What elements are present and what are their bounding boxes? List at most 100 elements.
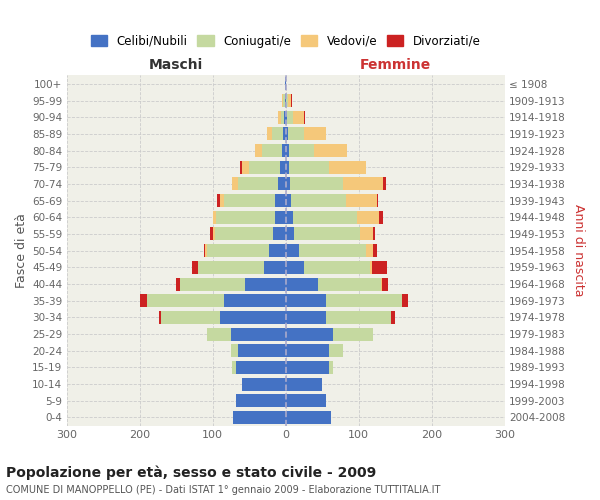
Bar bbox=[208, 328, 231, 340]
Bar bbox=[287, 110, 293, 124]
Bar bbox=[282, 94, 283, 107]
Bar bbox=[255, 144, 262, 157]
Bar bbox=[236, 361, 286, 374]
Bar bbox=[245, 278, 286, 290]
Bar bbox=[180, 278, 245, 290]
Bar bbox=[377, 194, 379, 207]
Bar bbox=[285, 78, 286, 90]
Bar bbox=[346, 194, 377, 207]
Bar bbox=[289, 160, 329, 174]
Bar bbox=[224, 294, 286, 307]
Bar bbox=[220, 194, 224, 207]
Bar bbox=[147, 294, 224, 307]
Bar bbox=[382, 278, 388, 290]
Bar bbox=[286, 378, 322, 390]
Bar bbox=[231, 328, 286, 340]
Bar bbox=[281, 110, 284, 124]
Bar bbox=[204, 244, 205, 257]
Bar bbox=[288, 94, 292, 107]
Bar bbox=[329, 344, 343, 358]
Bar bbox=[286, 394, 326, 407]
Bar bbox=[290, 178, 343, 190]
Bar bbox=[215, 228, 273, 240]
Bar bbox=[326, 311, 391, 324]
Bar bbox=[224, 194, 275, 207]
Bar bbox=[220, 311, 286, 324]
Bar bbox=[333, 328, 373, 340]
Bar bbox=[370, 261, 373, 274]
Bar bbox=[373, 244, 377, 257]
Bar bbox=[236, 394, 286, 407]
Bar bbox=[286, 211, 293, 224]
Bar bbox=[266, 128, 272, 140]
Legend: Celibi/Nubili, Coniugati/e, Vedovi/e, Divorziati/e: Celibi/Nubili, Coniugati/e, Vedovi/e, Di… bbox=[88, 32, 483, 50]
Bar bbox=[380, 278, 382, 290]
Bar bbox=[232, 361, 236, 374]
Bar bbox=[278, 110, 281, 124]
Bar bbox=[289, 144, 314, 157]
Bar bbox=[366, 244, 373, 257]
Bar bbox=[373, 261, 387, 274]
Bar bbox=[140, 294, 147, 307]
Bar bbox=[161, 311, 220, 324]
Bar bbox=[285, 94, 286, 107]
Bar bbox=[278, 178, 286, 190]
Bar bbox=[176, 278, 180, 290]
Bar bbox=[286, 228, 295, 240]
Bar bbox=[403, 294, 408, 307]
Bar bbox=[304, 128, 326, 140]
Bar bbox=[314, 144, 347, 157]
Bar bbox=[280, 160, 286, 174]
Bar bbox=[216, 211, 275, 224]
Bar bbox=[286, 411, 331, 424]
Bar bbox=[275, 211, 286, 224]
Text: Maschi: Maschi bbox=[149, 58, 203, 72]
Bar bbox=[286, 160, 289, 174]
Bar bbox=[286, 311, 326, 324]
Bar bbox=[214, 228, 215, 240]
Bar bbox=[233, 411, 286, 424]
Bar bbox=[209, 228, 214, 240]
Bar bbox=[286, 344, 329, 358]
Bar bbox=[283, 128, 286, 140]
Bar bbox=[272, 128, 283, 140]
Bar bbox=[299, 244, 366, 257]
Bar bbox=[192, 261, 198, 274]
Text: Femmine: Femmine bbox=[359, 58, 431, 72]
Bar bbox=[286, 144, 289, 157]
Bar bbox=[264, 261, 286, 274]
Bar bbox=[286, 261, 304, 274]
Bar bbox=[391, 311, 395, 324]
Bar bbox=[231, 344, 238, 358]
Bar bbox=[242, 160, 249, 174]
Bar bbox=[286, 128, 288, 140]
Bar bbox=[304, 110, 305, 124]
Bar bbox=[292, 194, 346, 207]
Bar bbox=[295, 228, 360, 240]
Bar bbox=[288, 128, 304, 140]
Bar bbox=[217, 194, 220, 207]
Bar bbox=[286, 110, 287, 124]
Bar bbox=[293, 211, 357, 224]
Bar bbox=[205, 244, 207, 257]
Bar bbox=[249, 160, 280, 174]
Bar bbox=[242, 378, 286, 390]
Y-axis label: Fasce di età: Fasce di età bbox=[15, 213, 28, 288]
Bar bbox=[207, 244, 269, 257]
Bar bbox=[283, 94, 285, 107]
Bar bbox=[293, 110, 304, 124]
Bar bbox=[198, 261, 264, 274]
Bar bbox=[286, 294, 326, 307]
Bar bbox=[262, 144, 282, 157]
Bar bbox=[319, 278, 380, 290]
Bar bbox=[379, 211, 383, 224]
Bar bbox=[238, 178, 278, 190]
Bar bbox=[286, 178, 290, 190]
Bar bbox=[232, 178, 238, 190]
Y-axis label: Anni di nascita: Anni di nascita bbox=[572, 204, 585, 297]
Bar bbox=[286, 278, 319, 290]
Text: Popolazione per età, sesso e stato civile - 2009: Popolazione per età, sesso e stato civil… bbox=[6, 466, 376, 480]
Bar bbox=[286, 361, 329, 374]
Bar bbox=[326, 294, 403, 307]
Bar bbox=[357, 211, 379, 224]
